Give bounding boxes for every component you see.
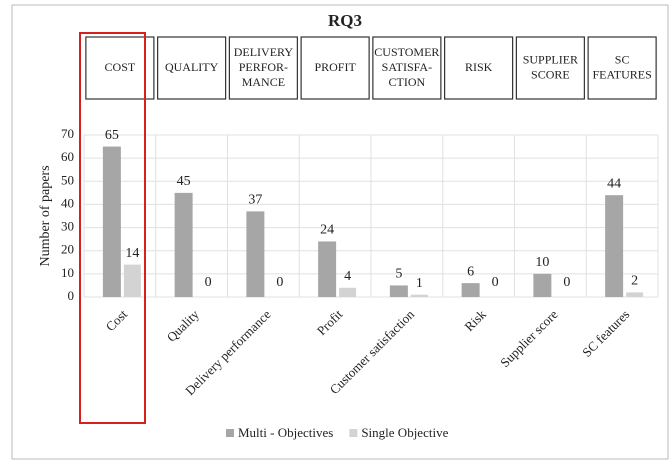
bar [410, 294, 428, 297]
header-box [228, 36, 298, 100]
bar [174, 192, 193, 297]
value-label: 24 [320, 223, 334, 238]
y-tick-label: 10 [61, 265, 74, 280]
header-text: DELIVERY [234, 45, 294, 59]
value-label: 45 [177, 174, 191, 189]
header-box [85, 36, 155, 100]
value-label: 1 [416, 276, 423, 291]
value-label: 6 [467, 264, 474, 279]
header-text: COST [105, 60, 136, 74]
value-label: 14 [125, 246, 139, 261]
header-text: QUALITY [165, 60, 219, 74]
header-box [372, 36, 442, 100]
y-tick-label: 20 [61, 242, 74, 257]
header-text: FEATURES [592, 67, 651, 81]
header-text: PROFIT [314, 60, 356, 74]
header-text: CTION [389, 75, 426, 89]
y-tick-label: 40 [61, 195, 74, 210]
bar [605, 195, 624, 297]
header-box [157, 36, 227, 100]
header-box [587, 36, 657, 100]
value-label: 5 [395, 267, 402, 282]
y-tick-label: 30 [61, 219, 74, 234]
header-box [300, 36, 370, 100]
header-text: SCORE [531, 67, 570, 81]
value-label: 4 [344, 269, 351, 284]
legend-swatch [226, 429, 234, 437]
header-text: MANCE [242, 75, 285, 89]
y-tick-label: 50 [61, 172, 74, 187]
header-text: SUPPLIER [523, 52, 578, 66]
legend-label: Single Objective [361, 425, 448, 440]
bar [102, 146, 121, 297]
header-text: SC [615, 52, 630, 66]
chart-title: RQ3 [328, 11, 362, 30]
header-text: PERFOR- [239, 60, 288, 74]
value-label: 2 [631, 274, 638, 289]
bar [123, 264, 141, 297]
legend-label: Multi - Objectives [238, 425, 333, 440]
value-label: 10 [535, 255, 549, 270]
bar [461, 283, 480, 297]
bar [318, 241, 337, 297]
value-label: 0 [205, 275, 212, 290]
legend-swatch [349, 429, 358, 437]
value-label: 44 [607, 176, 621, 191]
header-text: RISK [465, 60, 493, 74]
value-label: 0 [492, 275, 499, 290]
bar [246, 211, 265, 297]
header-box [515, 36, 585, 100]
bar [339, 287, 357, 297]
bar [389, 285, 408, 297]
value-label: 0 [276, 275, 283, 290]
y-tick-label: 70 [61, 126, 74, 141]
value-label: 65 [105, 128, 119, 143]
y-tick-label: 60 [61, 149, 74, 164]
y-tick-label: 0 [68, 288, 75, 303]
header-text: SATISFA- [382, 60, 432, 74]
header-text: CUSTOMER [374, 45, 439, 59]
bar [626, 292, 644, 297]
y-axis-label: Number of papers [38, 165, 53, 266]
highlight-box [79, 32, 146, 424]
value-label: 0 [563, 275, 570, 290]
value-label: 37 [248, 193, 262, 208]
header-box [444, 36, 514, 100]
bar [533, 273, 552, 297]
